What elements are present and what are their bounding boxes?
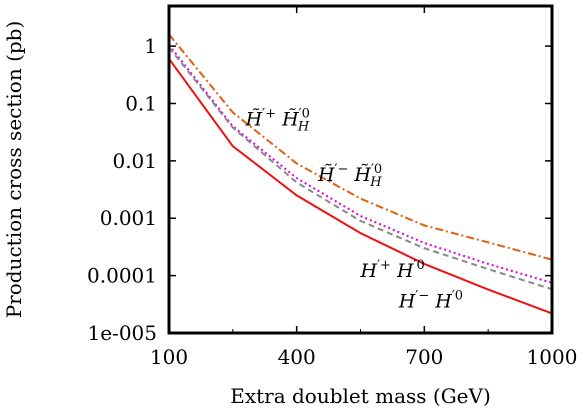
series-line-4 <box>168 58 553 315</box>
y-tick-label: 0.1 <box>125 91 157 115</box>
y-tick-label: 0.0001 <box>87 264 157 288</box>
x-tick-label: 1000 <box>527 345 578 369</box>
series-line-2 <box>168 44 553 284</box>
plot-frame <box>167 4 554 335</box>
annotation-part: ′− <box>335 162 349 177</box>
series-annotation-3: H′+ H′0 <box>360 258 425 282</box>
annotation-part: H̃ <box>348 163 371 185</box>
annotation-part: H <box>369 175 382 190</box>
annotation-part: H <box>391 260 414 282</box>
annotation-part: ′0 <box>371 162 382 177</box>
annotation-part: H̃ <box>245 108 263 130</box>
y-tick-label: 1 <box>144 34 157 58</box>
annotation-part: H̃ <box>317 163 335 185</box>
annotation-part: H <box>398 290 416 312</box>
annotation-part: H <box>297 120 310 135</box>
annotation-part: ′+ <box>377 258 391 273</box>
x-axis-title: Extra doublet mass (GeV) <box>230 384 491 408</box>
x-tick-label: 400 <box>278 345 316 369</box>
annotation-part: H̃ <box>276 108 299 130</box>
y-tick-label: 1e-005 <box>88 321 158 345</box>
series-line-3 <box>168 46 553 291</box>
y-tick-label: 0.01 <box>112 149 157 173</box>
annotation-part: ′+ <box>262 107 276 122</box>
series-annotation-4: H′− H′0 <box>398 288 463 312</box>
annotation-part: H <box>360 260 378 282</box>
annotation-part: ′0 <box>452 288 463 303</box>
annotation-part: ′0 <box>414 258 425 273</box>
series-annotation-2: H̃′− H̃′0 H <box>317 162 382 190</box>
series-annotation-1: H̃′+ H̃′0 H <box>245 107 310 135</box>
annotation-part: H <box>429 290 452 312</box>
annotation-part: ′0 <box>299 107 310 122</box>
series-line-1 <box>168 33 553 261</box>
y-axis-title: Production cross section (pb) <box>2 21 26 319</box>
series-layer <box>168 33 553 315</box>
x-tick-label: 700 <box>405 345 443 369</box>
x-tick-label: 100 <box>150 345 188 369</box>
tick-layer: 100 400 700 1000 1e-005 0.0001 0.001 0.01 0.1 1 <box>87 6 577 369</box>
y-tick-label: 0.001 <box>100 206 157 230</box>
annotation-part: ′− <box>415 288 429 303</box>
annotation-layer: H̃′+ H̃′0 HH̃′− H̃′0 HH′+ H′0H′− H′0 <box>245 107 463 313</box>
